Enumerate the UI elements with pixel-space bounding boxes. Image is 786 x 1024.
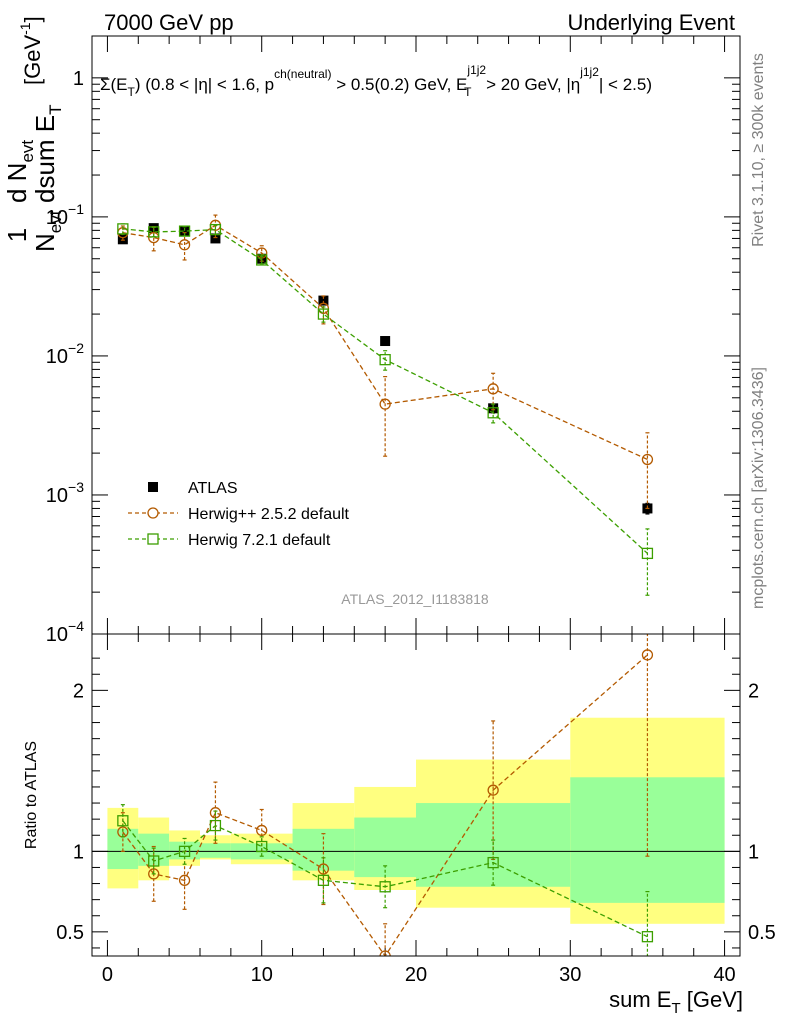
data-point: [317, 308, 330, 320]
y-tick-label: 10−4: [46, 618, 84, 646]
data-point: [379, 881, 391, 893]
data-point: [487, 407, 499, 419]
band-inner: [200, 843, 231, 858]
ratio-uncertainty-bands: [92, 717, 740, 924]
data-point: [379, 950, 391, 956]
data-point: [379, 354, 391, 366]
header-right: Underlying Event: [567, 10, 735, 35]
ratio-y-tick-label: 2: [73, 680, 84, 702]
data-point: [256, 840, 268, 853]
data-point: [178, 239, 191, 251]
series-line: [122, 224, 648, 461]
data-point: [641, 649, 654, 661]
legend-herwigpp-marker: [147, 507, 159, 519]
data-point: [178, 845, 191, 857]
ratio-y-tick-label: 1: [73, 841, 84, 863]
data-point: [209, 819, 222, 832]
ratio-series: [117, 634, 654, 956]
data-point: [178, 874, 191, 886]
data-point: [209, 223, 222, 236]
svg-text:dsum ET: dsum ET: [30, 104, 65, 203]
ratio-y-tick-label: 0.5: [748, 922, 776, 944]
svg-text:Nevt: Nevt: [30, 210, 65, 252]
x-tick-label: 0: [102, 964, 113, 986]
data-point: [256, 824, 268, 837]
legend-herwigpp-label: Herwig++ 2.5.2 default: [188, 506, 350, 523]
data-point: [210, 233, 221, 244]
main-series: [117, 214, 654, 596]
svg-text:d Nevt: d Nevt: [2, 140, 37, 203]
legend-herwig7-marker: [147, 533, 159, 545]
data-point: [641, 547, 654, 560]
x-tick-label: 30: [559, 964, 581, 986]
data-point: [178, 225, 191, 237]
y-tick-label: 1: [73, 68, 84, 90]
y-tick-label: 10−1: [46, 201, 84, 229]
data-point: [148, 855, 160, 867]
data-point: [641, 453, 654, 466]
data-point: [487, 784, 499, 796]
data-point: [317, 863, 330, 875]
data-point: [379, 398, 391, 410]
legend: ATLAS Herwig++ 2.5.2 default Herwig 7.2.…: [128, 480, 350, 549]
analysis-watermark: ATLAS_2012_I1183818: [341, 591, 489, 607]
series-herwigpp: [117, 214, 654, 510]
data-point: [256, 254, 268, 266]
x-tick-label: 40: [713, 964, 735, 986]
data-point: [380, 336, 391, 347]
x-tick-label: 10: [251, 964, 273, 986]
band-inner: [354, 817, 416, 878]
data-point: [487, 383, 499, 395]
data-point: [641, 931, 654, 943]
data-point: [317, 302, 330, 314]
main-axis-ticks: 10−4 10−3 10−2 10−1 1: [46, 35, 740, 646]
data-point: [317, 874, 330, 886]
ratio-frame: [91, 633, 741, 957]
y-tick-label: 10−3: [46, 479, 84, 507]
data-point: [117, 223, 129, 235]
ratio-line: [122, 820, 648, 938]
series-line: [122, 228, 648, 554]
ratio-y-tick-label: 0.5: [56, 922, 84, 944]
svg-text:[GeV-1]: [GeV-1]: [17, 16, 45, 85]
ratio-series-herwig7: [117, 804, 654, 956]
data-point: [179, 226, 190, 237]
ratio-xlabel: sum ET [GeV]: [609, 987, 743, 1017]
y-tick-label: 10−2: [46, 340, 84, 368]
series-herwig7: [117, 223, 654, 596]
data-point: [117, 815, 129, 827]
rivet-label: Rivet 3.1.10, ≥ 300k events: [750, 53, 767, 247]
legend-atlas-marker: [148, 482, 158, 492]
data-point: [487, 856, 499, 869]
x-tick-label: 20: [405, 964, 427, 986]
ratio-ylabel: Ratio to ATLAS: [23, 741, 40, 849]
data-point: [148, 226, 160, 238]
svg-text:1: 1: [2, 228, 32, 242]
ratio-y-tick-label: 2: [748, 680, 759, 702]
data-point: [148, 231, 160, 244]
header-left: 7000 GeV pp: [104, 10, 234, 35]
legend-herwig7-label: Herwig 7.2.1 default: [188, 532, 331, 549]
mcplots-label: mcplots.cern.ch [arXiv:1306.3436]: [750, 367, 767, 609]
legend-atlas-label: ATLAS: [188, 480, 238, 497]
plot-title: Σ(ET) (0.8 < |η| < 1.6, pch(neutral) > 0…: [100, 63, 652, 99]
ratio-y-tick-label: 1: [748, 841, 759, 863]
data-point: [318, 295, 329, 306]
ratio-axis-ticks: 0 10 20 30 40 0.5 0.5 1 1 2 2: [56, 634, 776, 986]
main-ylabel: 1 Nevt d Nevt dsum ET [GeV-1]: [2, 16, 65, 252]
